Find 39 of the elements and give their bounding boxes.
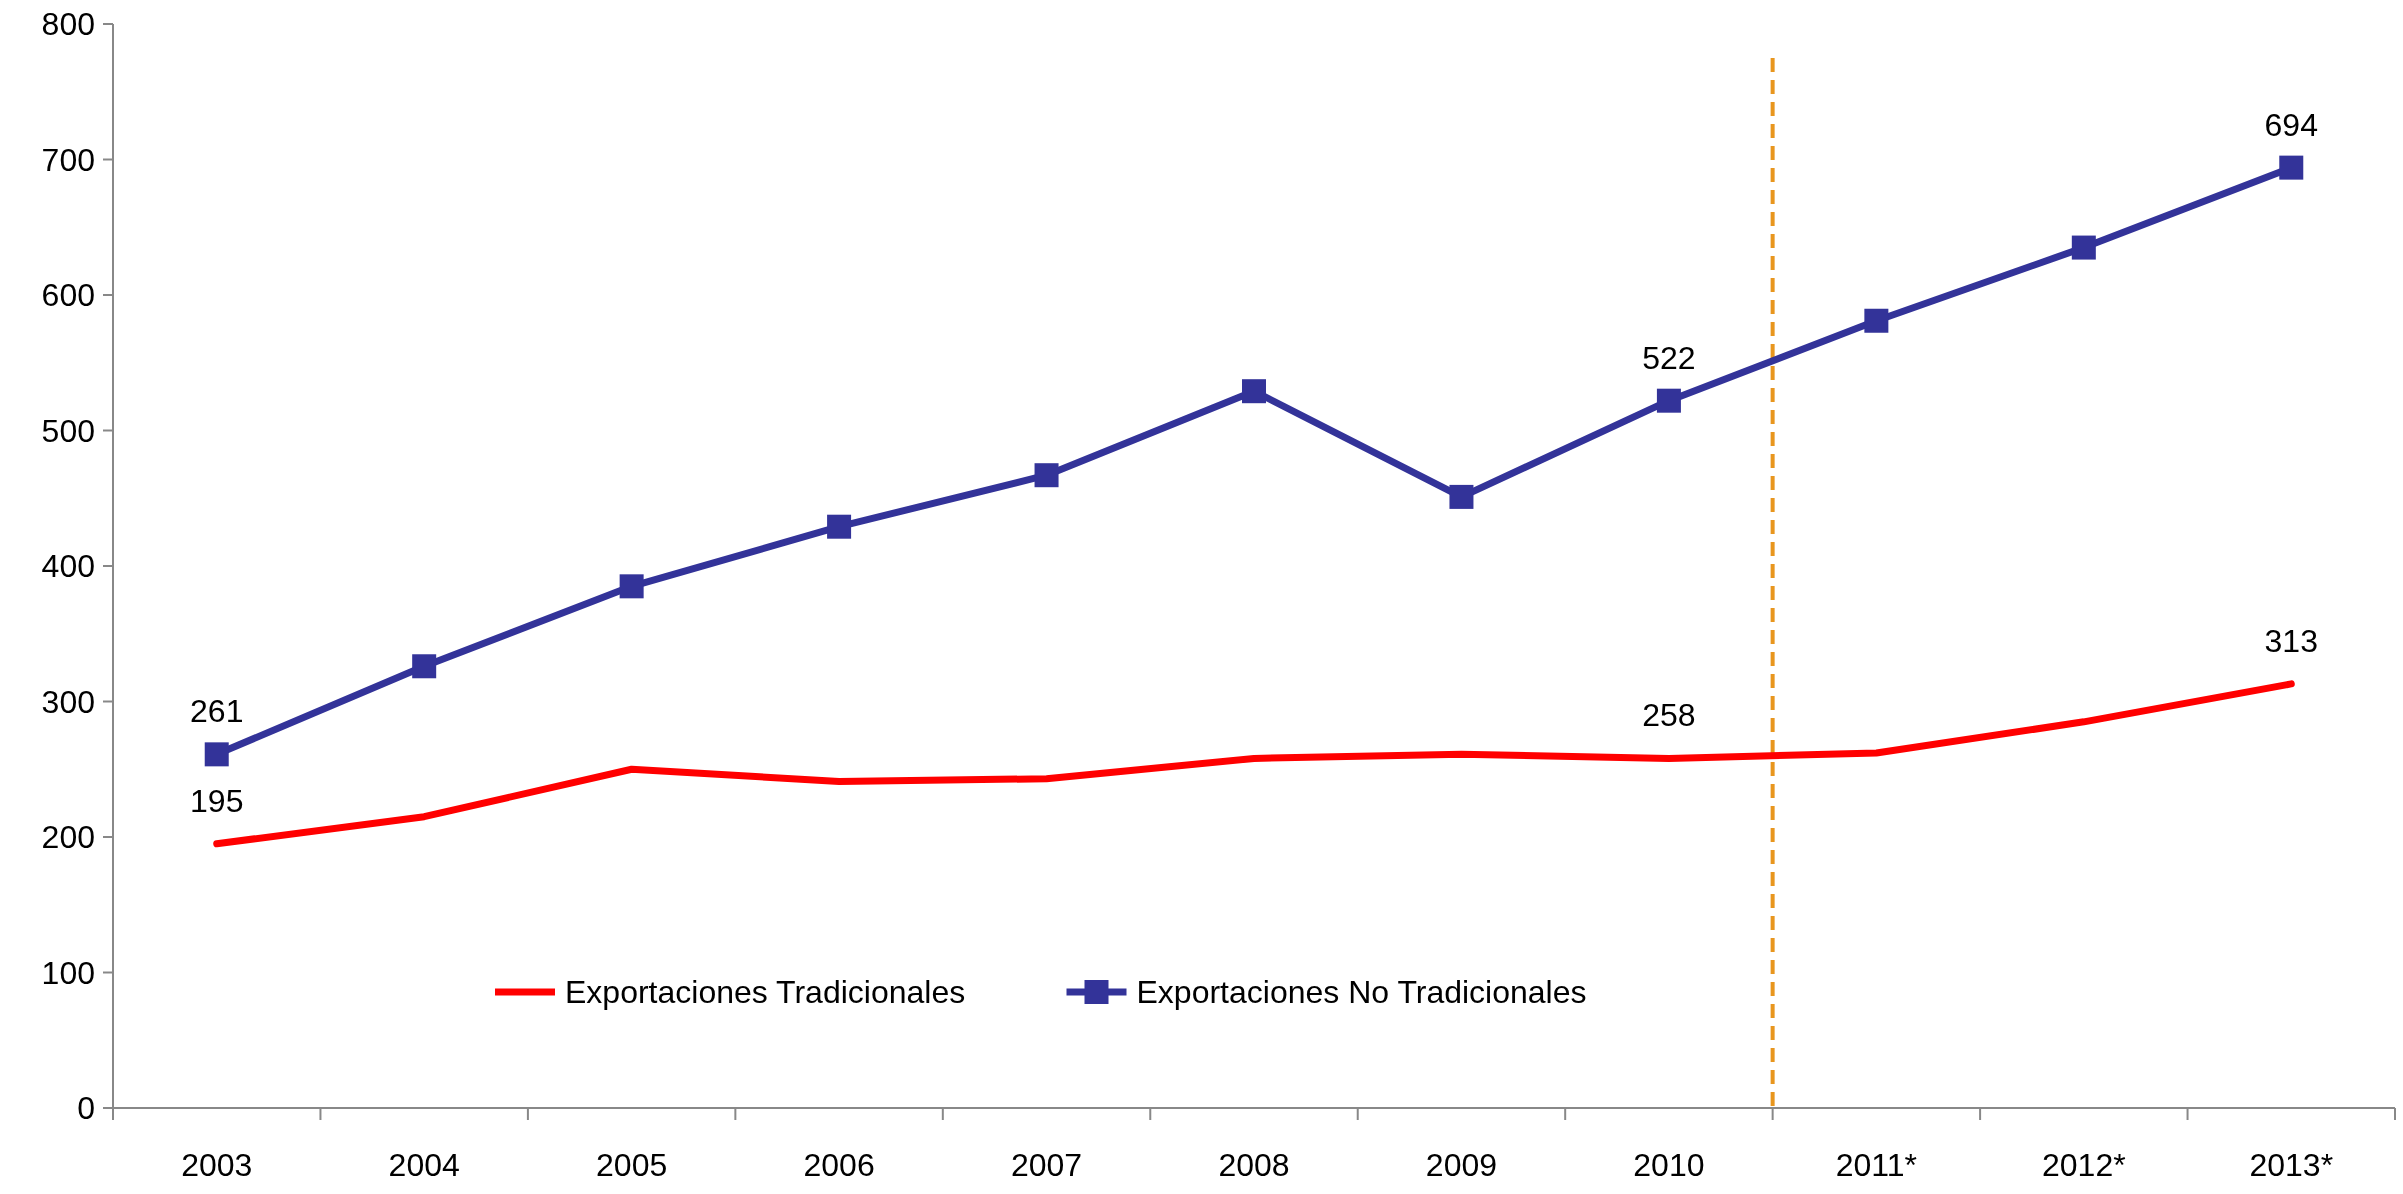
- point: [1864, 308, 1889, 333]
- y-tick-label: 300: [41, 683, 95, 720]
- data-label: 313: [2264, 622, 2318, 659]
- y-tick-label: 700: [41, 141, 95, 178]
- point: [1656, 388, 1681, 413]
- point: [619, 574, 644, 599]
- x-tick-label: 2004: [388, 1147, 460, 1183]
- y-tick-label: 400: [41, 548, 95, 585]
- legend-label: Exportaciones No Tradicionales: [1136, 974, 1587, 1011]
- x-tick-label: 2003: [181, 1147, 253, 1183]
- data-label: 694: [2264, 106, 2318, 143]
- data-label: 258: [1642, 697, 1696, 734]
- point: [412, 654, 437, 679]
- x-tick-label: 2010: [1633, 1147, 1705, 1183]
- point: [1242, 379, 1266, 404]
- point: [204, 742, 229, 767]
- point: [1449, 484, 1474, 509]
- y-tick-label: 0: [77, 1090, 95, 1127]
- x-tick-label: 2012*: [2042, 1147, 2126, 1183]
- x-tick-label: 2011*: [1835, 1147, 1917, 1183]
- y-tick-label: 500: [41, 412, 95, 449]
- x-tick-label: 2005: [596, 1147, 668, 1183]
- y-tick-label: 200: [41, 819, 95, 856]
- point: [2279, 155, 2304, 180]
- y-tick-label: 800: [41, 6, 95, 43]
- point: [1034, 463, 1059, 488]
- y-tick-label: 100: [41, 954, 95, 991]
- x-tick-label: 2009: [1425, 1147, 1498, 1183]
- point: [2071, 235, 2096, 260]
- x-tick-label: 2006: [803, 1147, 875, 1183]
- data-label: 522: [1642, 339, 1696, 376]
- data-label: 261: [190, 693, 244, 730]
- x-tick-label: 2013*: [2249, 1147, 2334, 1183]
- point: [827, 514, 852, 539]
- data-label: 195: [190, 782, 244, 819]
- y-tick-label: 600: [41, 277, 95, 314]
- legend-label: Exportaciones Tradicionales: [565, 974, 966, 1011]
- x-tick-label: 2007: [1010, 1147, 1083, 1183]
- x-tick-label: 2008: [1218, 1147, 1290, 1183]
